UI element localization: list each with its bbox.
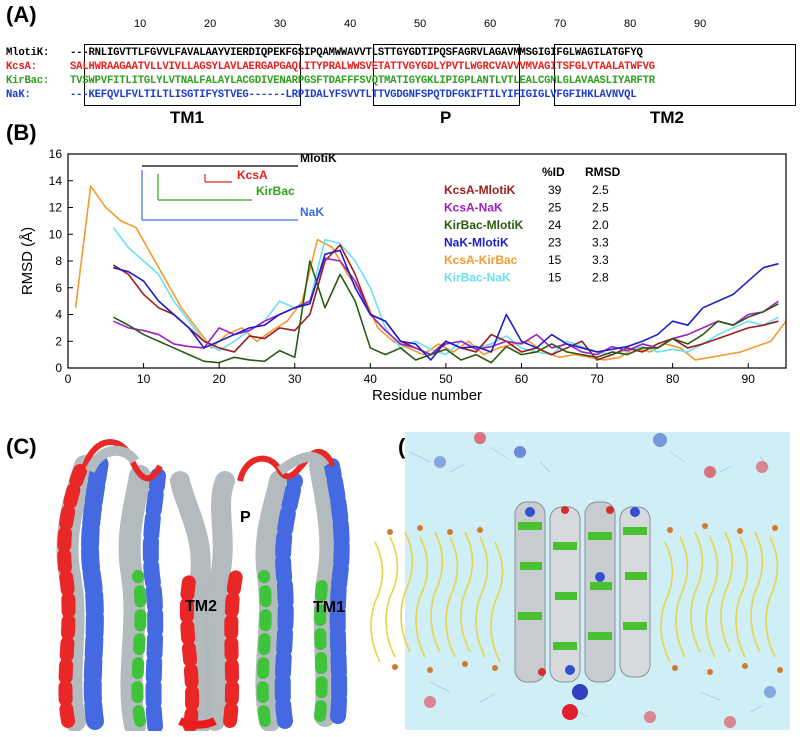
x-axis-label: Residue number xyxy=(372,387,482,404)
alignment-tick: 20 xyxy=(204,18,217,30)
table-row-name: KirBac-MlotiK xyxy=(444,218,524,232)
alignment-row: NaK: ---KEFQVLFVLTILTLISGTIFYSTVEG------L… xyxy=(6,89,637,101)
series-line-kirbac-mlotik xyxy=(112,260,779,364)
sequence: ---KEFQVLFVLTILTLISGTIFYSTVEG------LRPID… xyxy=(70,89,637,101)
alignment-tick: 70 xyxy=(554,18,567,30)
table-row-id: 15 xyxy=(548,271,562,285)
table-row-name: KcsA-KirBac xyxy=(444,253,518,267)
structure-label-p: P xyxy=(240,509,251,526)
p-box xyxy=(373,44,520,106)
x-tick-label: 90 xyxy=(742,372,756,386)
table-row-rmsd: 2.5 xyxy=(592,201,609,215)
alignment-tick: 50 xyxy=(414,18,427,30)
sequence-name: KirBac: xyxy=(6,75,50,87)
y-tick-label: 14 xyxy=(49,174,63,188)
table-row-id: 25 xyxy=(548,201,562,215)
table-row-rmsd: 2.5 xyxy=(592,183,609,197)
region-label-tm2: TM2 xyxy=(650,108,684,127)
alignment-row: KcsA: SALHWRAAGAATVLLVIVLLAGSYLAVLAERGAPG… xyxy=(6,61,655,73)
x-tick-label: 0 xyxy=(65,372,72,386)
sequence-alignment: (A) 10 20 30 40 50 60 70 80 90 MlotiK: ---RNLIGVT… xyxy=(0,0,800,140)
tree-label-kirbac: KirBac xyxy=(256,184,295,198)
series-line-kcsa-kirbac xyxy=(74,185,787,361)
series-line-kirbac-nak xyxy=(112,227,779,356)
y-tick-label: 4 xyxy=(55,308,62,322)
x-tick-label: 40 xyxy=(364,372,378,386)
table-header-id: %ID xyxy=(542,165,565,179)
alignment-tick: 10 xyxy=(134,18,147,30)
y-tick-label: 16 xyxy=(49,147,63,161)
alignment-tick: 30 xyxy=(274,18,287,30)
y-tick-label: 0 xyxy=(55,361,62,375)
x-tick-label: 80 xyxy=(666,372,680,386)
tree-label-nak: NaK xyxy=(300,205,324,219)
alignment-tick: 90 xyxy=(694,18,707,30)
table-row-name: KcsA-MlotiK xyxy=(444,183,516,197)
table-row-name: NaK-MlotiK xyxy=(444,236,509,250)
alignment-tick: 40 xyxy=(344,18,357,30)
table-row-id: 24 xyxy=(548,218,562,232)
y-tick-label: 2 xyxy=(55,334,62,348)
alignment-tick: 60 xyxy=(484,18,497,30)
tm1-box xyxy=(84,44,301,106)
rmsd-chart: 0 10 20 30 40 50 60 70 80 900246810121416Residue … xyxy=(19,147,787,404)
alignment-row: KirBac: TVSWPVFITLITGLYLVTNALFALAYLACGDIV… xyxy=(6,75,655,87)
plot-frame xyxy=(67,153,787,369)
tm2-box xyxy=(554,44,796,106)
y-tick-label: 12 xyxy=(49,201,63,215)
table-row-rmsd: 2.0 xyxy=(592,218,609,232)
panel-label-a: (A) xyxy=(6,2,37,27)
x-tick-label: 10 xyxy=(137,372,151,386)
y-axis-label: RMSD (Å) xyxy=(19,227,36,295)
table-row-rmsd: 2.8 xyxy=(592,271,609,285)
x-tick-label: 60 xyxy=(515,372,529,386)
panel-label-b: (B) xyxy=(6,120,37,145)
sequence: SALHWRAAGAATVLLVIVLLAGSYLAVLAERGAPGAQLIT… xyxy=(70,61,655,73)
region-label-tm1: TM1 xyxy=(170,108,204,127)
membrane-system-image xyxy=(370,432,790,730)
alignment-tick: 80 xyxy=(624,18,637,30)
table-row-id: 23 xyxy=(548,236,562,250)
alignment-row: MlotiK: ---RNLIGVTTLFGVVLFAVALAAYVIERDIQP… xyxy=(6,47,643,59)
sequence-name: NaK: xyxy=(6,89,31,101)
table-row-id: 39 xyxy=(548,183,562,197)
x-tick-label: 30 xyxy=(288,372,302,386)
series-line-nak-mlotik xyxy=(113,249,779,361)
y-tick-label: 10 xyxy=(49,227,63,241)
panel-label-c: (C) xyxy=(6,434,37,459)
table-row-id: 15 xyxy=(548,253,562,267)
y-tick-label: 6 xyxy=(55,281,62,295)
tree-label-kcsa: KcsA xyxy=(237,168,268,182)
sequence-name: KcsA: xyxy=(6,61,37,73)
tree-label-mlotik: MlotiK xyxy=(300,151,337,165)
sequence: TVSWPVFITLITGLYLVTNALFALAYLACGDIVENARPGS… xyxy=(70,75,655,87)
x-tick-label: 20 xyxy=(212,372,226,386)
region-label-p: P xyxy=(440,108,452,127)
table-row-name: KcsA-NaK xyxy=(444,201,503,215)
table-row-rmsd: 3.3 xyxy=(592,236,609,250)
structure-overlay-image: P TM2 TM1 xyxy=(56,439,350,731)
y-tick-label: 8 xyxy=(55,254,62,268)
x-tick-label: 70 xyxy=(590,372,604,386)
table-header-rmsd: RMSD xyxy=(585,165,621,179)
structure-label-tm2: TM2 xyxy=(185,598,217,615)
table-row-name: KirBac-NaK xyxy=(444,271,511,285)
structure-label-tm1: TM1 xyxy=(313,599,345,616)
x-tick-label: 50 xyxy=(439,372,453,386)
sequence-name: MlotiK: xyxy=(6,47,50,59)
table-row-rmsd: 3.3 xyxy=(592,253,609,267)
sequence: ---RNLIGVTTLFGVVLFAVALAAYVIERDIQPEKFGSIP… xyxy=(70,47,643,59)
